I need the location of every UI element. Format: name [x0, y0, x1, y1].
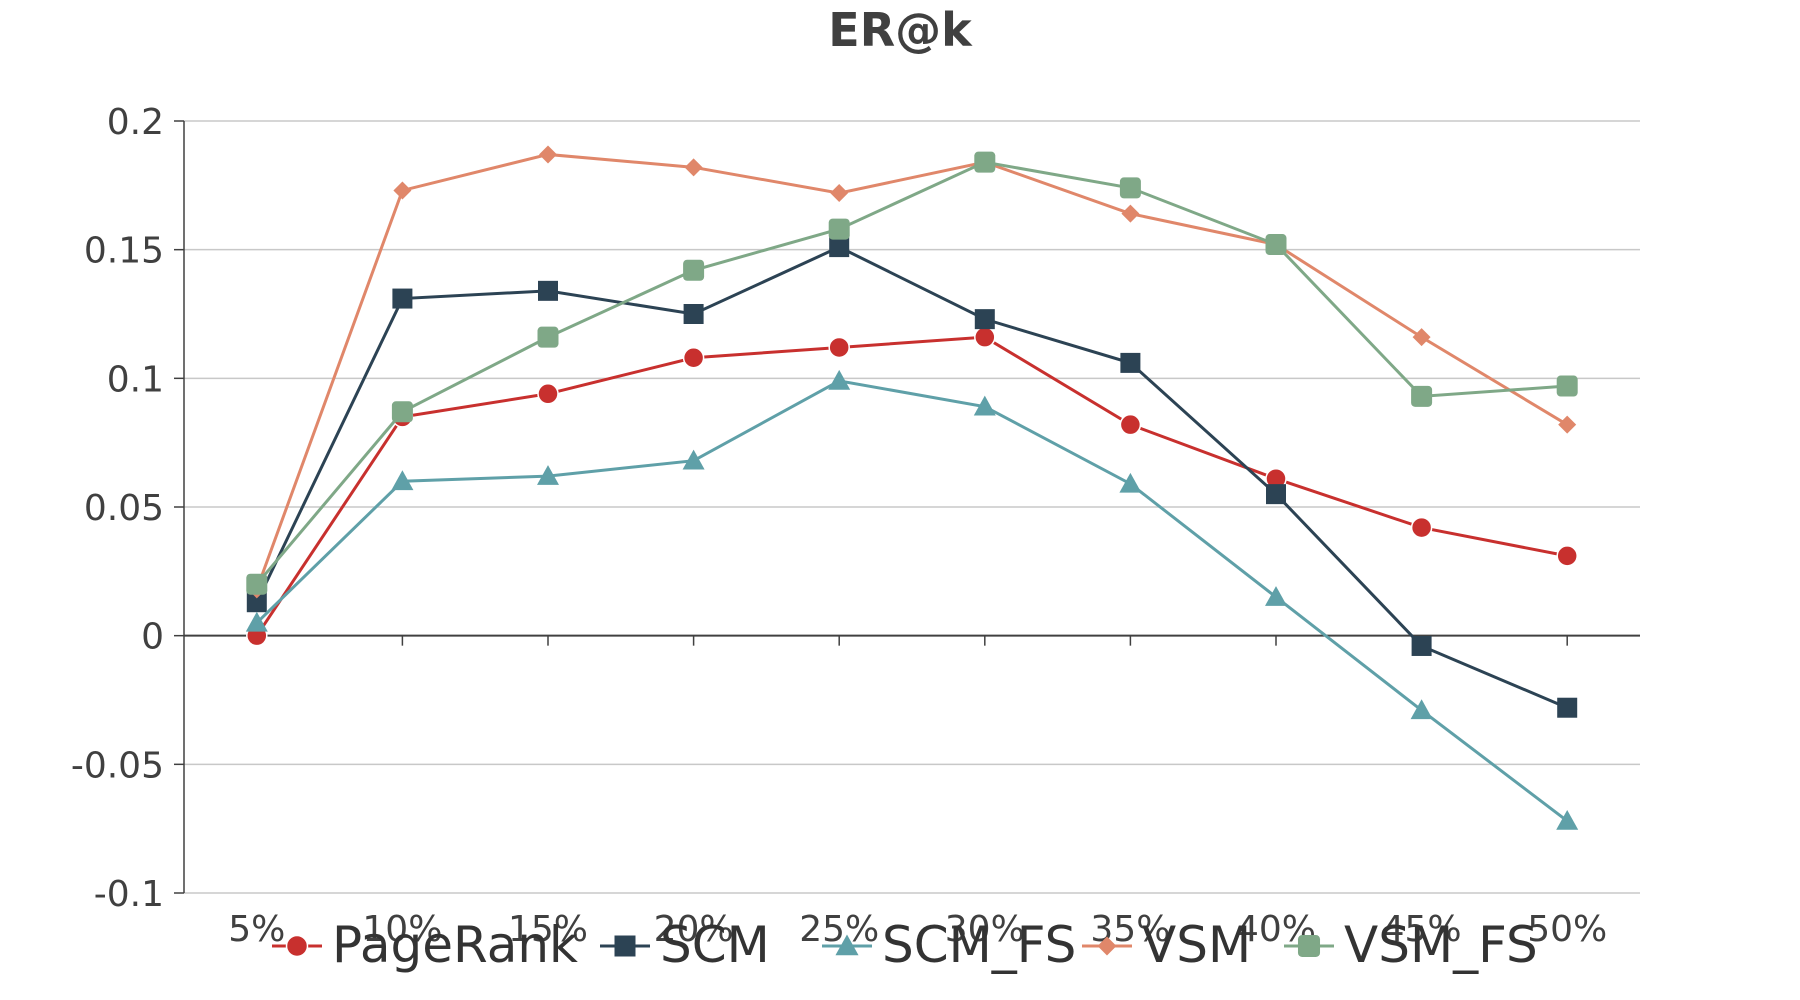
diamond-marker — [830, 184, 849, 203]
rounded-square-marker — [1556, 375, 1578, 397]
circle-marker — [828, 336, 850, 359]
legend-label: VSM — [1142, 916, 1251, 974]
series-group — [245, 145, 1579, 830]
square-marker — [392, 288, 413, 309]
y-axis: 0.2 0.15 0.1 0.05 0 -0.05 -0.1 — [71, 102, 185, 915]
square-marker — [974, 309, 995, 330]
legend-item: PageRank — [272, 916, 578, 974]
series-vsm-fs — [246, 151, 1578, 595]
triangle-marker — [391, 470, 414, 491]
triangle-marker — [973, 395, 996, 416]
legend-item: SCM — [600, 916, 770, 974]
rounded-square-marker — [1265, 234, 1287, 256]
diamond-marker — [1121, 204, 1140, 223]
triangle-marker — [682, 449, 705, 470]
triangle-marker — [1119, 472, 1142, 493]
square-marker — [614, 935, 636, 957]
grid — [184, 120, 1640, 894]
y-tick-label: -0.05 — [71, 745, 164, 786]
diamond-marker — [1412, 328, 1431, 347]
triangle-marker — [537, 465, 559, 485]
diamond-marker — [393, 181, 412, 200]
legend-item: VSM — [1082, 916, 1251, 974]
rounded-square-marker — [828, 218, 850, 240]
square-marker — [538, 280, 558, 301]
circle-marker — [974, 326, 996, 348]
x-axis: 5% 10% 15% 20% 25% 30% 35% 40% 45% 50% — [184, 634, 1640, 950]
square-marker — [1266, 484, 1286, 505]
legend-label: PageRank — [332, 916, 578, 974]
y-tick-label: 0.1 — [107, 359, 164, 400]
x-tick-label: 15% — [508, 909, 588, 950]
circle-marker — [537, 383, 559, 405]
series-line — [255, 160, 1568, 586]
rounded-square-marker — [683, 259, 705, 281]
rounded-square-marker — [391, 401, 413, 423]
series-line — [255, 335, 1568, 637]
square-marker — [1120, 352, 1141, 373]
chart-title: ER@k — [828, 3, 973, 57]
legend-label: SCM_FS — [882, 916, 1076, 974]
y-tick-label: -0.1 — [94, 874, 164, 915]
diamond-marker — [684, 158, 703, 177]
triangle-marker — [1265, 586, 1287, 606]
triangle-marker — [828, 369, 851, 390]
legend-label: SCM — [660, 916, 770, 974]
rounded-square-marker — [246, 573, 268, 595]
rounded-square-marker — [974, 151, 996, 173]
x-tick-label: 30% — [945, 909, 1025, 950]
circle-marker — [1556, 545, 1578, 567]
diamond-marker — [1097, 936, 1117, 956]
circle-marker — [682, 346, 705, 369]
legend-item: VSM_FS — [1284, 916, 1538, 974]
x-tick-label: 10% — [362, 909, 442, 950]
rounded-square-marker — [1119, 177, 1141, 199]
series-vsm — [247, 145, 1577, 599]
x-tick-label: 20% — [654, 909, 734, 950]
square-marker — [683, 304, 704, 324]
series-line — [255, 152, 1568, 590]
x-tick-label: 5% — [228, 909, 285, 950]
legend: PageRank SCM SCM_FS VSM VSM_FS — [272, 916, 1538, 974]
circle-marker — [1410, 516, 1433, 539]
square-marker — [1557, 697, 1578, 718]
triangle-marker — [245, 611, 268, 632]
square-marker — [1411, 635, 1432, 656]
x-tick-label: 25% — [799, 909, 879, 950]
legend-item: SCM_FS — [822, 916, 1076, 974]
rounded-square-marker — [1411, 385, 1433, 407]
series-line — [255, 245, 1568, 710]
square-marker — [829, 237, 850, 258]
y-tick-label: 0.15 — [84, 231, 164, 272]
diamond-marker — [539, 145, 557, 164]
triangle-marker — [1556, 809, 1579, 830]
circle-marker — [1119, 413, 1142, 436]
triangle-marker — [1410, 699, 1433, 720]
x-tick-label: 50% — [1527, 909, 1607, 950]
series-line — [255, 379, 1569, 823]
series-scm — [246, 237, 1578, 718]
triangle-marker — [835, 934, 859, 956]
rounded-square-marker — [537, 326, 559, 348]
y-tick-label: 0 — [141, 617, 164, 658]
series-scm-fs — [245, 369, 1579, 830]
legend-label: VSM_FS — [1344, 916, 1538, 974]
square-marker — [246, 592, 267, 613]
diamond-marker — [1558, 415, 1577, 434]
y-tick-label: 0.2 — [107, 102, 164, 143]
x-tick-label: 45% — [1382, 909, 1462, 950]
rounded-square-marker — [1297, 934, 1321, 958]
circle-marker — [285, 934, 309, 958]
series-pagerank — [246, 326, 1578, 647]
y-tick-label: 0.05 — [84, 488, 164, 529]
